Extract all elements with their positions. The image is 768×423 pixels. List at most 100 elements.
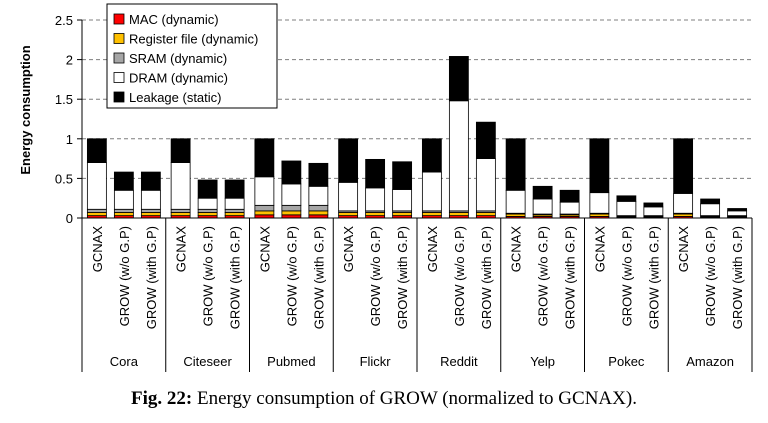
bar-segment [197,208,218,213]
legend-swatch [113,72,125,83]
bar-segment [197,197,218,210]
x-tick-label: GROW (with G.P) [395,226,410,329]
x-tick-label: GROW (with G.P) [646,226,661,329]
bar-segment [86,212,107,217]
y-tick-label: 1 [66,132,73,147]
x-tick-label: GROW (w/o G.P) [536,226,551,326]
bar-segment [281,183,302,206]
y-tick-label: 0 [66,211,73,226]
bar-segment [197,212,218,217]
bar-segment [505,138,526,191]
bar-segment [170,212,191,217]
caption-label: Fig. 22: [131,388,193,409]
bar-segment [308,162,329,187]
x-tick-label: GCNAX [341,226,356,273]
bar-segment [308,185,329,206]
bar-segment [254,210,275,216]
x-labels: GCNAX GROW (w/o G.P) GROW (with G.P) GCNAX G… [90,226,745,330]
bar-segment [475,121,496,159]
group-label: Yelp [530,354,555,369]
group-labels: Cora Citeseer Pubmed Flickr Reddit Yelp Pokec A… [110,354,734,369]
y-tick-label: 1.5 [55,92,73,107]
figure-caption: Fig. 22: Energy consumption of GROW (nor… [0,388,768,410]
bar-segment [281,210,302,216]
bar-segment [170,138,191,163]
x-tick-label: GROW (with G.P) [311,226,326,329]
legend-box [106,3,278,109]
stacked-bar-chart: 0 0.5 1 1.5 2 2.5 GCNAX GROW (w/o G.P) GROW (wi… [18,3,753,372]
bar-segment [448,212,469,217]
bar-segment [281,160,302,185]
x-tick-label: GROW (w/o G.P) [201,226,216,326]
bar-segment [532,198,553,215]
bar-segment [392,212,413,217]
bar-segment [365,212,386,217]
x-tick-label: GCNAX [676,226,691,273]
bar-segment [140,189,161,210]
x-tick-label: GCNAX [90,226,105,273]
group-label: Flickr [360,354,392,369]
bar-segment [673,138,694,194]
bar-segment [140,212,161,217]
bars [86,56,748,219]
bar-segment [505,189,526,214]
bar-segment [308,210,329,216]
bar-segment [86,162,107,210]
legend-swatch [113,52,125,64]
legend: MAC (dynamic) Register file (dynamic) SRAM… [106,3,278,109]
bar-segment [113,212,134,217]
legend-entry: Register file (dynamic) [129,32,258,47]
bar-segment [589,138,610,194]
y-axis-label: Energy consumption [18,45,33,174]
x-tick-label: GROW (w/o G.P) [117,226,132,326]
bar-segment [589,192,610,214]
bar-segment [475,212,496,217]
bar-segment [113,171,134,191]
x-tick-label: GROW (w/o G.P) [284,226,299,326]
bar-segment [616,200,637,217]
group-label: Pubmed [267,354,315,369]
bar-segment [308,204,329,212]
bar-segment [224,179,245,199]
bar-segment [254,138,275,178]
bar-segment [559,189,580,203]
bar-segment [727,210,748,217]
bar-segment [365,187,386,212]
axes [81,20,753,372]
bar-segment [113,189,134,210]
x-tick-label: GROW (with G.P) [228,226,243,329]
bar-segment [140,171,161,191]
bar-segment [170,208,191,213]
bar-segment [281,204,302,212]
x-tick-label: GCNAX [174,226,189,273]
bar-segment [448,100,469,212]
bar-segment [113,208,134,213]
group-label: Citeseer [183,354,232,369]
y-tick-label: 2 [66,53,73,68]
x-tick-label: GROW (w/o G.P) [452,226,467,326]
x-tick-label: GROW (with G.P) [730,226,745,329]
x-tick-label: GROW (w/o G.P) [703,226,718,326]
bar-segment [532,185,553,200]
x-tick-label: GCNAX [509,226,524,273]
x-tick-label: GCNAX [425,226,440,273]
bar-segment [392,189,413,212]
bar-segment [673,193,694,214]
bar-segment [365,158,386,189]
bar-segment [616,195,637,202]
bar-segment [727,208,748,212]
x-tick-label: GROW (with G.P) [563,226,578,329]
bar-segment [86,208,107,213]
bar-segment [448,56,469,102]
bar-segment [140,208,161,213]
x-tick-label: GROW (with G.P) [144,226,159,329]
bar-segment [643,202,664,208]
caption-text: Energy consumption of GROW (normalized t… [197,388,637,409]
bar-segment [338,212,359,217]
bar-segment [700,198,721,205]
legend-entry: SRAM (dynamic) [129,51,227,66]
group-label: Pokec [608,354,645,369]
bar-segment [475,158,496,212]
group-label: Cora [110,354,139,369]
y-tick-label: 2.5 [55,13,73,28]
